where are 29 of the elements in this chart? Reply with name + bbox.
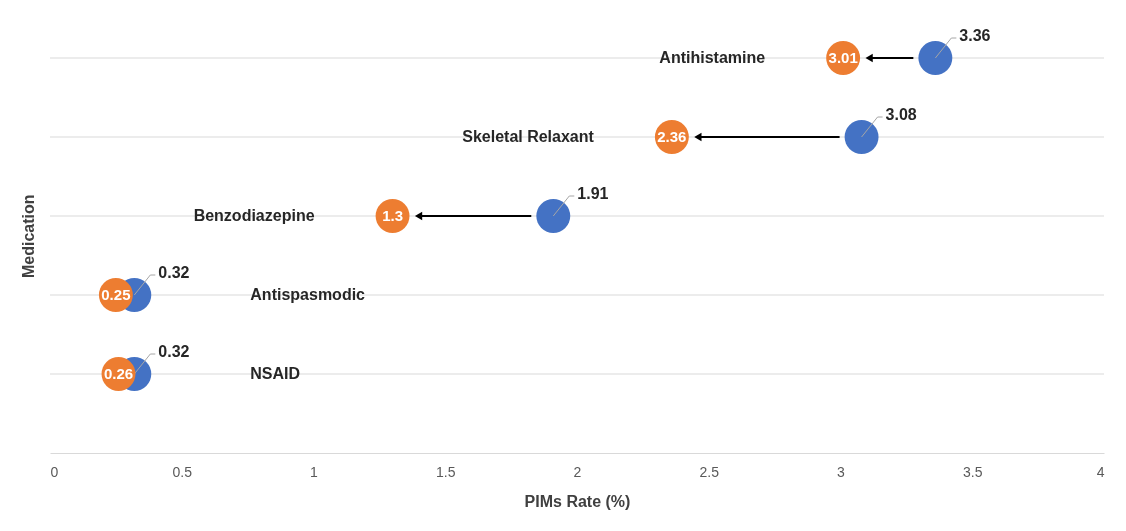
data-label: 3.36 xyxy=(959,27,991,44)
data-label: 2.36 xyxy=(657,128,687,145)
x-tick-label: 4 xyxy=(1096,463,1105,480)
data-label: 0.32 xyxy=(158,343,190,360)
x-axis-title: PIMs Rate (%) xyxy=(524,492,631,510)
y-tick-label: Skeletal Relaxant xyxy=(462,128,595,145)
y-tick-label: NSAID xyxy=(250,365,301,382)
y-axis-title: Medication xyxy=(19,194,37,279)
y-tick-label: Antihistamine xyxy=(659,49,766,66)
y-tick-label: Benzodiazepine xyxy=(193,207,315,224)
data-label: 0.25 xyxy=(101,286,131,303)
data-label: 1.3 xyxy=(382,207,403,224)
x-tick-label: 3 xyxy=(837,463,846,480)
x-tick-label: 0 xyxy=(50,463,59,480)
x-tick-label: 2 xyxy=(573,463,582,480)
point xyxy=(536,199,571,233)
data-label: 0.26 xyxy=(103,365,134,382)
data-label: 3.08 xyxy=(885,106,917,123)
x-tick-label: 2.5 xyxy=(699,463,720,480)
point xyxy=(918,41,953,75)
data-label: 0.32 xyxy=(158,264,190,281)
x-tick-label: 0.5 xyxy=(172,463,193,480)
x-tick-label: 1.5 xyxy=(436,463,456,480)
x-tick-label: 3.5 xyxy=(963,463,983,480)
y-tick-label: Antispasmodic xyxy=(250,286,366,303)
point xyxy=(844,120,879,154)
x-tick-label: 1 xyxy=(310,463,319,480)
data-label: 1.91 xyxy=(577,185,609,202)
data-label: 3.01 xyxy=(828,49,858,66)
